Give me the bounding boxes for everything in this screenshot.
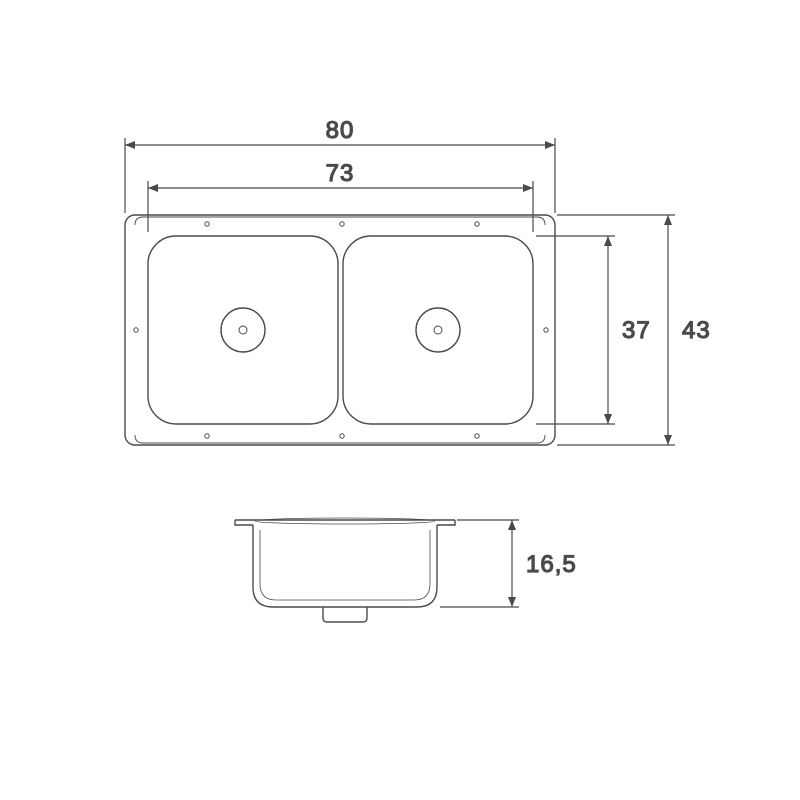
dim-cutout-width: 73 (148, 160, 533, 232)
drain-left (221, 308, 265, 352)
drain-right-inner (434, 326, 442, 334)
side-view (235, 518, 455, 622)
dim-label-cutout-width: 73 (326, 160, 355, 187)
dim-label-overall-height: 43 (682, 317, 711, 344)
top-view (125, 215, 555, 445)
bowl-profile (253, 525, 437, 607)
sink-inner-edge (135, 217, 545, 443)
drain-stub (323, 607, 367, 622)
drain-right (416, 308, 460, 352)
dim-label-depth: 16,5 (526, 551, 577, 578)
sink-outer-rim (125, 215, 555, 445)
dim-depth: 16,5 (440, 520, 577, 607)
dimensions: 80 73 37 43 (125, 117, 711, 607)
basin-right (343, 236, 533, 424)
basin-left (148, 236, 338, 424)
dim-cutout-height: 37 (536, 236, 651, 424)
dim-label-overall-width: 80 (326, 117, 355, 144)
drain-left-inner (239, 326, 247, 334)
screw-holes (134, 222, 548, 438)
technical-drawing: 80 73 37 43 (0, 0, 800, 800)
dim-label-cutout-height: 37 (622, 317, 651, 344)
